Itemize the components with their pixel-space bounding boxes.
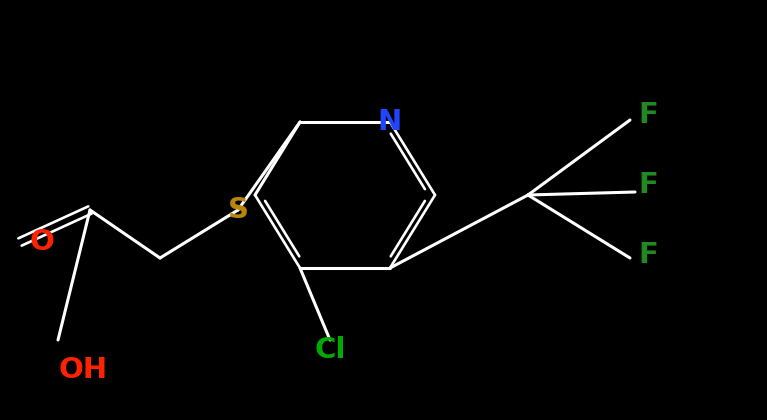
Text: O: O — [30, 228, 54, 256]
Text: N: N — [378, 108, 402, 136]
Text: Cl: Cl — [314, 336, 346, 364]
Text: S: S — [228, 196, 249, 224]
Text: OH: OH — [58, 356, 107, 384]
Text: F: F — [638, 241, 658, 269]
Text: F: F — [638, 171, 658, 199]
Text: F: F — [638, 101, 658, 129]
